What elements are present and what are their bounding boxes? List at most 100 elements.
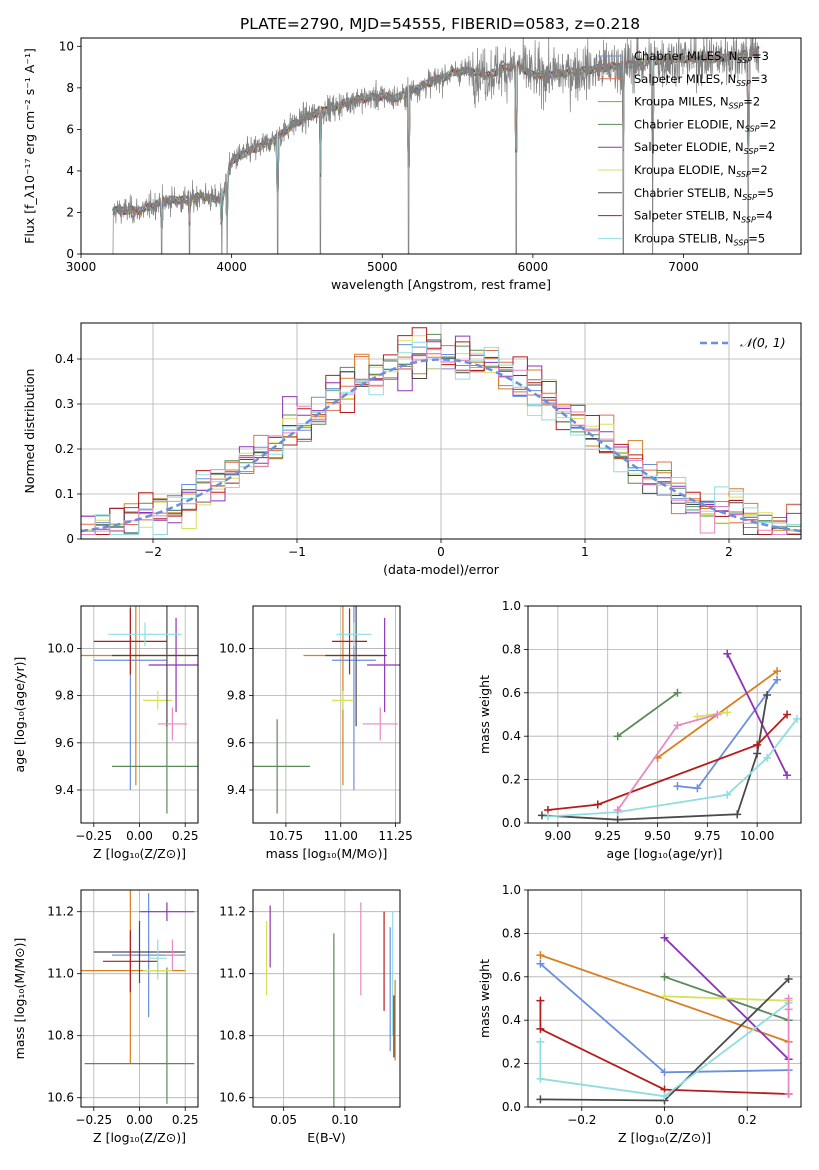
legend-count: =2 [751, 163, 768, 177]
y-tick-label: 10.6 [47, 1091, 74, 1105]
weight-marker [660, 933, 669, 942]
spectrum-panel: 3000 4000 5000 6000 7000 0 2 4 6 8 10 wavelength [A… [22, 37, 802, 292]
axes-frame [252, 605, 401, 824]
weight-marker [763, 690, 772, 699]
weight-marker [673, 721, 682, 730]
age-z-panel: −0.25 0.00 0.25 9.4 9.6 9.8 10.0 Z [log₁₀(Z/Z⊙)… [12, 605, 199, 861]
y-tick-label: 0 [66, 532, 74, 546]
x-tick-label: 0.0 [655, 1113, 674, 1127]
y-tick-label: 10 [59, 39, 74, 53]
x-tick-label: 0 [437, 545, 445, 559]
y-tick-label: 9.8 [227, 689, 246, 703]
x-tick-label: 0.25 [172, 1113, 199, 1127]
weight-marker [536, 1095, 545, 1104]
x-tick-label: 0.00 [126, 829, 153, 843]
weight-marker [753, 749, 762, 758]
x-tick-label: 0.2 [738, 1113, 757, 1127]
x-axis-label: Z [log₁₀(Z/Z⊙)] [93, 846, 186, 861]
legend-label: Salpeter ELODIE, NSSP=2 [634, 140, 775, 156]
weight-marker [613, 805, 622, 814]
legend-count: =4 [756, 209, 773, 223]
legend-text: Chabrier MILES, N [634, 49, 737, 63]
x-tick-label: 9.00 [545, 829, 572, 843]
y-tick-label: 4 [66, 164, 74, 178]
legend-subscript: SSP [745, 124, 760, 133]
plot-area [253, 606, 400, 814]
y-tick-label: 0.2 [502, 1057, 521, 1071]
y-tick-label: 1.0 [502, 883, 521, 897]
weight-marker [784, 994, 793, 1003]
x-tick-label: 6000 [518, 260, 549, 274]
weight-line [539, 1000, 789, 1095]
legend-subscript: SSP [729, 102, 744, 111]
plot-area [537, 649, 801, 823]
y-tick-label: 9.6 [227, 736, 246, 750]
y-tick-label: 0 [66, 247, 74, 261]
y-tick-label: 0.4 [55, 352, 74, 366]
y-axis-label: Normed distribution [22, 369, 37, 494]
y-tick-label: 0.4 [502, 1013, 521, 1027]
weight-marker [536, 951, 545, 960]
y-tick-label: 0.0 [502, 1100, 521, 1114]
y-tick-label: 6 [66, 122, 74, 136]
weight-marker [660, 992, 669, 1001]
weight-marker [763, 753, 772, 762]
y-axis-label: mass weight [477, 675, 492, 754]
legend-count: =5 [757, 186, 774, 200]
legend-subscript: SSP [742, 193, 757, 202]
weight-marker [537, 811, 546, 820]
legend-text: Chabrier ELODIE, N [634, 117, 745, 131]
x-tick-label: 9.75 [694, 829, 721, 843]
y-axis-label: mass weight [477, 959, 492, 1038]
x-axis-label: wavelength [Angstrom, rest frame] [331, 277, 551, 292]
age-weight-panel: 9.00 9.25 9.50 9.75 10.00 0.0 0.2 0.4 0.6 0.8 1.0 a… [477, 599, 802, 861]
x-tick-label: 2 [725, 545, 733, 559]
y-tick-label: 0.6 [502, 686, 521, 700]
legend-text: Kroupa MILES, N [634, 95, 729, 109]
legend-label: Kroupa MILES, NSSP=2 [634, 95, 760, 111]
legend-label: Chabrier ELODIE, NSSP=2 [634, 117, 776, 133]
weight-marker [733, 810, 742, 819]
x-axis-label: mass [log₁₀(M/M⊙)] [266, 846, 388, 861]
weight-marker [723, 790, 732, 799]
x-tick-label: −2 [144, 545, 162, 559]
weight-marker [536, 1037, 545, 1046]
x-tick-label: 4000 [216, 260, 247, 274]
legend: 𝒩(0, 1) [700, 335, 786, 350]
legend-label: Chabrier STELIB, NSSP=5 [634, 186, 774, 202]
weight-marker [693, 784, 702, 793]
x-tick-label: 11.25 [378, 829, 412, 843]
legend-text: Kroupa ELODIE, N [634, 163, 736, 177]
weight-marker [773, 675, 782, 684]
y-tick-label: 8 [66, 81, 74, 95]
weight-line [726, 653, 788, 776]
x-tick-label: 9.50 [644, 829, 671, 843]
legend-count: =2 [758, 140, 775, 154]
y-tick-label: 9.6 [55, 736, 74, 750]
plot-area [81, 327, 801, 535]
legend-label: 𝒩(0, 1) [740, 335, 786, 350]
legend-label: Kroupa STELIB, NSSP=5 [634, 231, 765, 247]
y-tick-label: 0.3 [55, 397, 74, 411]
weight-marker [784, 1005, 793, 1014]
weight-marker [543, 812, 552, 821]
plot-area [81, 890, 195, 1104]
weight-marker [793, 714, 801, 723]
x-tick-label: 1 [581, 545, 589, 559]
weight-marker [773, 667, 782, 676]
x-tick-label: 9.25 [594, 829, 621, 843]
y-tick-label: 11.2 [219, 905, 246, 919]
legend-label: Salpeter MILES, NSSP=3 [634, 72, 768, 88]
y-tick-label: 10.8 [47, 1029, 74, 1043]
weight-marker [713, 710, 722, 719]
y-tick-label: 0.4 [502, 729, 521, 743]
y-tick-label: 0.8 [502, 642, 521, 656]
axes-frame [527, 889, 802, 1108]
x-tick-label: 10.00 [740, 829, 774, 843]
y-tick-label: 10.0 [219, 641, 246, 655]
y-tick-label: 10.8 [219, 1029, 246, 1043]
legend-count: =2 [760, 117, 777, 131]
